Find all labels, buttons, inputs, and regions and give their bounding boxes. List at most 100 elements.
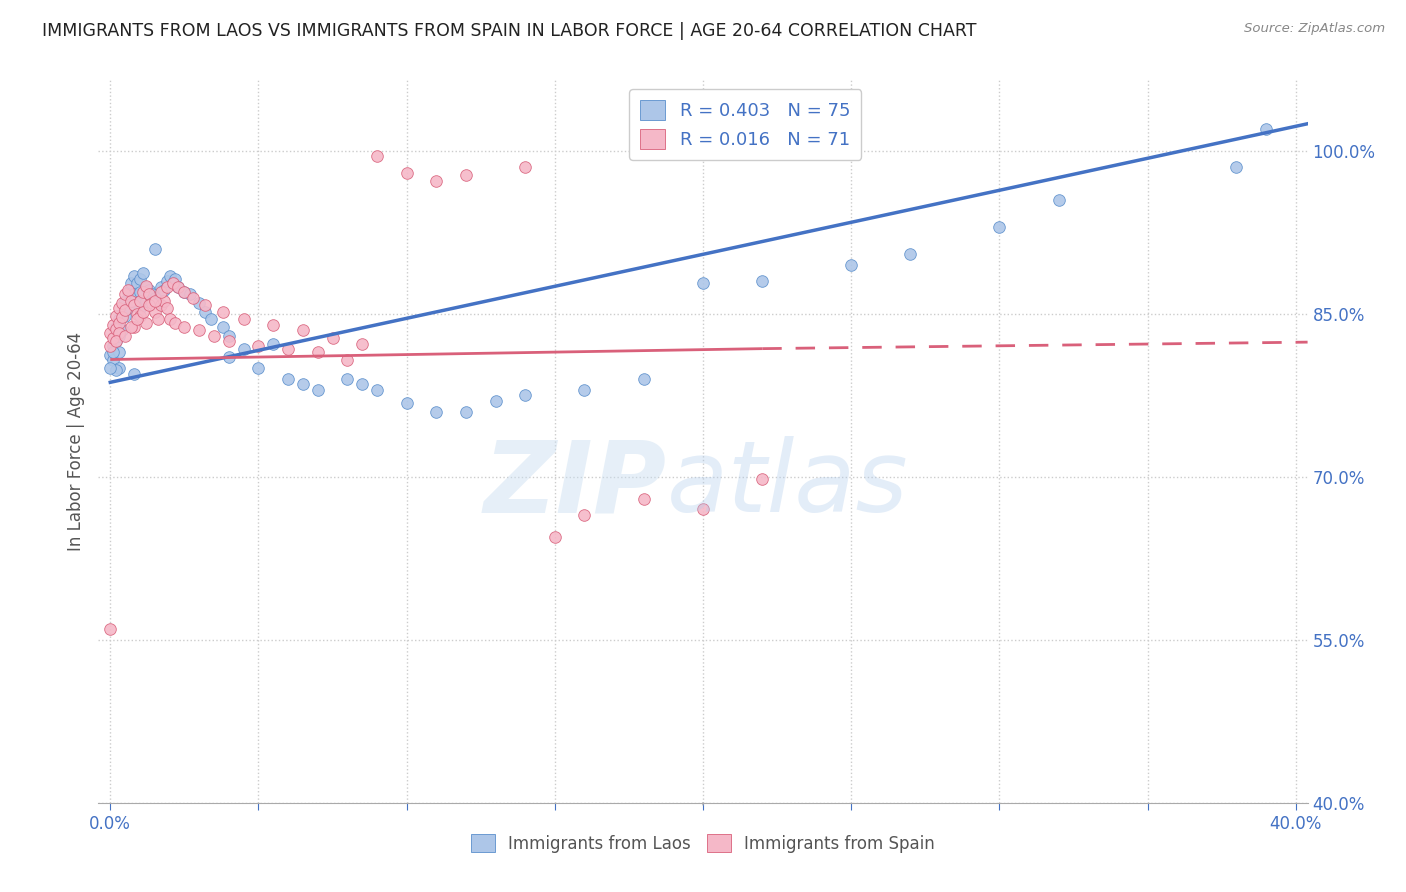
- Point: [114, 287, 136, 301]
- Point: [103, 331, 125, 345]
- Point: [120, 319, 142, 334]
- Text: atlas: atlas: [666, 436, 908, 533]
- Point: [336, 372, 359, 386]
- Point: [247, 361, 270, 376]
- Point: [132, 304, 155, 318]
- Point: [173, 319, 195, 334]
- Point: [366, 383, 388, 397]
- Point: [162, 277, 184, 291]
- Point: [149, 279, 172, 293]
- Point: [247, 339, 270, 353]
- Point: [839, 258, 862, 272]
- Point: [277, 342, 299, 356]
- Point: [336, 352, 359, 367]
- Point: [125, 307, 148, 321]
- Point: [108, 328, 131, 343]
- Point: [454, 405, 477, 419]
- Point: [181, 291, 204, 305]
- Point: [122, 298, 145, 312]
- Point: [98, 339, 121, 353]
- Point: [129, 309, 152, 323]
- Point: [751, 472, 773, 486]
- Point: [135, 278, 157, 293]
- Text: ZIP: ZIP: [484, 436, 666, 533]
- Point: [120, 277, 142, 291]
- Point: [173, 285, 195, 300]
- Point: [120, 293, 142, 308]
- Point: [135, 293, 157, 308]
- Point: [138, 283, 160, 297]
- Point: [352, 377, 374, 392]
- Point: [900, 247, 922, 261]
- Point: [395, 396, 418, 410]
- Point: [111, 310, 134, 325]
- Point: [165, 316, 187, 330]
- Point: [232, 312, 254, 326]
- Point: [425, 174, 447, 188]
- Point: [159, 312, 181, 326]
- Point: [200, 312, 222, 326]
- Point: [188, 323, 211, 337]
- Point: [988, 219, 1011, 234]
- Point: [1047, 193, 1070, 207]
- Point: [132, 285, 155, 300]
- Point: [574, 508, 596, 522]
- Point: [194, 298, 217, 312]
- Point: [114, 328, 136, 343]
- Point: [105, 309, 128, 323]
- Point: [108, 316, 131, 330]
- Point: [152, 283, 174, 297]
- Point: [162, 277, 184, 291]
- Point: [141, 296, 163, 310]
- Point: [108, 301, 131, 316]
- Point: [692, 502, 714, 516]
- Point: [117, 283, 139, 297]
- Point: [1225, 160, 1247, 174]
- Point: [114, 309, 136, 323]
- Point: [114, 293, 136, 308]
- Point: [307, 345, 329, 359]
- Point: [143, 242, 166, 256]
- Point: [108, 361, 131, 376]
- Point: [111, 296, 134, 310]
- Point: [218, 351, 240, 365]
- Point: [574, 383, 596, 397]
- Point: [129, 301, 152, 316]
- Point: [173, 285, 195, 300]
- Point: [366, 149, 388, 163]
- Point: [515, 160, 537, 174]
- Point: [262, 337, 284, 351]
- Point: [544, 530, 567, 544]
- Point: [291, 377, 314, 392]
- Point: [103, 352, 125, 367]
- Point: [122, 319, 145, 334]
- Point: [125, 312, 148, 326]
- Point: [395, 166, 418, 180]
- Point: [751, 274, 773, 288]
- Point: [105, 334, 128, 348]
- Point: [105, 334, 128, 348]
- Point: [129, 272, 152, 286]
- Point: [143, 293, 166, 308]
- Point: [122, 367, 145, 381]
- Point: [122, 287, 145, 301]
- Point: [111, 323, 134, 337]
- Point: [135, 316, 157, 330]
- Point: [159, 268, 181, 283]
- Point: [633, 372, 655, 386]
- Point: [98, 361, 121, 376]
- Point: [103, 339, 125, 353]
- Point: [352, 337, 374, 351]
- Point: [307, 383, 329, 397]
- Point: [188, 296, 211, 310]
- Point: [138, 287, 160, 301]
- Point: [167, 279, 190, 293]
- Point: [179, 287, 201, 301]
- Point: [117, 301, 139, 316]
- Point: [291, 323, 314, 337]
- Point: [117, 285, 139, 300]
- Legend: Immigrants from Laos, Immigrants from Spain: Immigrants from Laos, Immigrants from Sp…: [464, 828, 942, 860]
- Text: IMMIGRANTS FROM LAOS VS IMMIGRANTS FROM SPAIN IN LABOR FORCE | AGE 20-64 CORRELA: IMMIGRANTS FROM LAOS VS IMMIGRANTS FROM …: [42, 22, 977, 40]
- Point: [155, 274, 177, 288]
- Point: [232, 342, 254, 356]
